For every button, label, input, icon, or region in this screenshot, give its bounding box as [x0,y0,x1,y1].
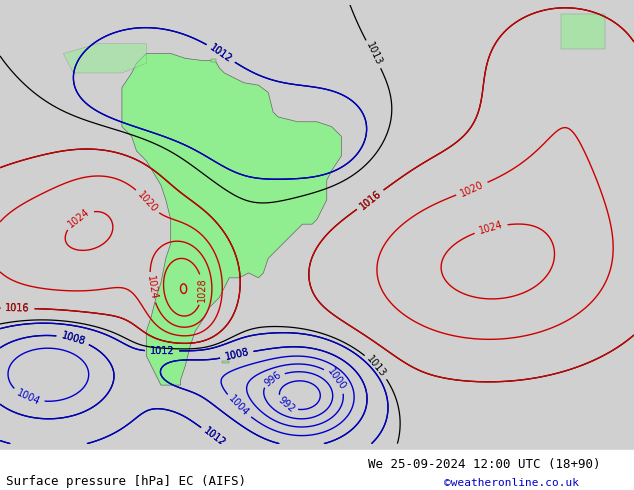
Polygon shape [561,15,605,49]
Text: 1008: 1008 [224,347,250,362]
Polygon shape [222,361,230,363]
Text: 1012: 1012 [202,426,228,448]
Text: ©weatheronline.co.uk: ©weatheronline.co.uk [444,478,579,488]
Text: 1012: 1012 [150,346,174,356]
Text: 1008: 1008 [224,347,250,362]
Text: 1024: 1024 [66,207,91,230]
Text: We 25-09-2024 12:00 UTC (18+90): We 25-09-2024 12:00 UTC (18+90) [368,458,600,471]
Text: 992: 992 [276,395,296,415]
Text: 1013: 1013 [365,354,388,379]
Text: ©weatheronline.co.uk: ©weatheronline.co.uk [444,478,579,488]
Text: 1024: 1024 [145,274,158,300]
Text: 1004: 1004 [15,388,41,407]
Text: 996: 996 [262,369,283,388]
Polygon shape [63,44,146,73]
Text: 1012: 1012 [150,346,174,356]
Text: 1012: 1012 [208,42,234,64]
Text: 1008: 1008 [60,331,86,347]
Text: 1012: 1012 [202,426,228,448]
Text: 1024: 1024 [477,220,504,236]
Text: We 25-09-2024 12:00 UTC (18+90): We 25-09-2024 12:00 UTC (18+90) [368,458,600,471]
Text: 1016: 1016 [5,303,30,314]
Text: 1012: 1012 [208,42,234,64]
Text: 1008: 1008 [60,331,86,347]
Text: Surface pressure [hPa] EC (AIFS): Surface pressure [hPa] EC (AIFS) [6,474,247,488]
Text: 1004: 1004 [226,394,251,418]
Text: 1020: 1020 [458,179,485,198]
Text: 1016: 1016 [5,303,30,314]
Text: Surface pressure [hPa] EC (AIFS): Surface pressure [hPa] EC (AIFS) [6,474,247,488]
Text: 1028: 1028 [197,277,207,302]
Polygon shape [210,59,216,62]
Text: 1013: 1013 [364,41,383,68]
Text: 1000: 1000 [326,367,348,392]
Polygon shape [122,53,341,385]
Text: 1020: 1020 [135,189,159,214]
Text: 1016: 1016 [358,188,383,211]
Text: 1016: 1016 [358,188,383,211]
